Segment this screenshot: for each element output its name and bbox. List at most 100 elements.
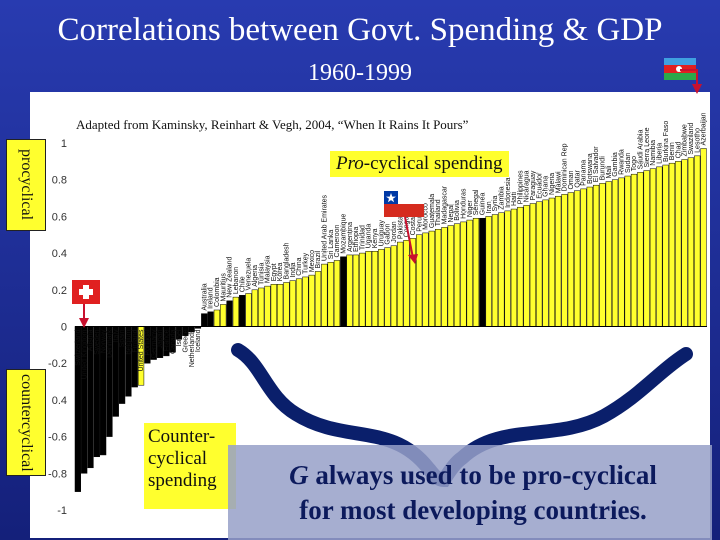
bar-label: Senegal (473, 189, 480, 215)
bar-label: Norway (100, 329, 107, 353)
azerbaijan-arrow-head (692, 84, 702, 94)
switzerland-arrow-head (79, 318, 89, 328)
slide-subtitle: 1960-1999 (308, 60, 412, 86)
bar-label: Pakistan (397, 212, 404, 239)
bar-label: Morocco (423, 203, 430, 230)
bar-label: New Zealand (227, 256, 234, 297)
bar-label: Sudan (625, 153, 632, 173)
bar-label: Mexico (309, 250, 316, 272)
bar-label: Paraguay (530, 170, 537, 200)
bar-label: Canada (170, 329, 177, 354)
bar-label: Sweden (94, 329, 101, 354)
bar-label: Panama (581, 160, 588, 186)
bar-label: Bangladesh (284, 242, 291, 279)
bar-label: Denmark (107, 329, 114, 358)
bar-label: France (163, 329, 170, 351)
y-tick-label: -1 (57, 505, 67, 517)
bar-label: Trinidad (359, 225, 366, 250)
bar-label: Jordan (391, 221, 398, 243)
bar-label: Thailand (435, 199, 442, 226)
countercyclical-text: countercyclical (18, 373, 35, 472)
counter-line-3: spending (148, 470, 217, 491)
conclusion-g: G (289, 460, 309, 490)
bar-label: Nepal (448, 204, 455, 223)
bar-label: Togo (631, 156, 638, 171)
bar-label: Zimbabwe (682, 124, 689, 156)
bar-label: Ecuador (536, 172, 543, 199)
bar-label: Uruguay (378, 219, 385, 246)
bar-label: Madagascar (442, 185, 449, 224)
bar-label: Italy (113, 329, 120, 342)
bar-label: Uganda (366, 224, 373, 249)
pro-rest: -cyclical spending (363, 153, 503, 174)
bar-label: Guatemala (429, 194, 436, 228)
y-tick-label: 0 (61, 322, 67, 334)
bar-label: Belgium (126, 329, 133, 354)
bar-label: Finland (132, 329, 139, 352)
bar-label: Korea (277, 263, 284, 282)
bar-label: Spain (119, 329, 126, 347)
bar-label: Haiti (511, 192, 518, 206)
bar-label: Namibia (650, 140, 657, 166)
bar-label: Sri Lanka (328, 230, 335, 260)
bar-label: Swaziland (688, 123, 695, 155)
bar-label: Argentina (347, 222, 354, 252)
azerbaijan-arrow (680, 69, 698, 88)
chile-arrow (404, 216, 414, 259)
bar-label: Nicaragua (524, 170, 531, 202)
bar-label: Peru (416, 217, 423, 232)
bar-label: Gambia (612, 152, 619, 177)
bar-label: Egypt (271, 263, 278, 281)
source-citation: Adapted from Kaminsky, Reinhart & Vegh, … (76, 117, 469, 132)
bar-label: Dominican Rep (562, 143, 569, 191)
y-tick-label: -0.8 (48, 468, 67, 480)
bar-label: Cameroon (334, 225, 341, 258)
bar-label: Tunisia (258, 263, 265, 285)
bar-label: Indonesia (505, 177, 512, 207)
bar-label: Syria (492, 196, 499, 212)
bar-label: Japan (157, 329, 164, 348)
y-tick-label: 1 (61, 138, 67, 150)
bar-label: Chad (675, 142, 682, 159)
bar-label: Brazil (315, 251, 322, 269)
y-tick-label: 0.2 (52, 285, 67, 297)
bar-label: Honduras (461, 188, 468, 219)
bar-label: Kenya (372, 228, 379, 248)
bar-label: Philippines (517, 170, 524, 204)
bar-label: Zambia (498, 186, 505, 209)
bar-label: Germany (151, 329, 158, 358)
counter-cyclical-callout: Counter- cyclical spending (144, 423, 236, 509)
conclusion-line-1: G always used to be pro-cyclical (228, 458, 718, 493)
bar-label: Iran (486, 201, 493, 213)
y-tick-label: 0.4 (52, 248, 67, 260)
bar-label: Chile (239, 276, 246, 292)
bar-label: El Salvador (593, 146, 600, 182)
bar-label: United Arab Emirates (321, 194, 328, 261)
y-tick-label: -0.2 (48, 358, 67, 370)
slide-title: Correlations between Govt. Spending & GD… (57, 12, 663, 48)
bar-label: Colombia (214, 277, 221, 307)
bar-label: Israel (176, 329, 183, 347)
procyclical-text: procyclical (18, 149, 35, 221)
bar-label: Malaysia (265, 255, 272, 283)
counter-line-1: Counter- (148, 426, 216, 447)
pro-cyclical-callout: Pro-cyclical spending (330, 151, 509, 177)
bar-label: Niger (467, 200, 474, 217)
bar-label: Turkey (303, 252, 310, 274)
bar-label: Nigeria (549, 173, 556, 195)
bar-label: Azerbaijan (701, 112, 708, 145)
bar-label: Malawi (555, 171, 562, 193)
bar-label: Rwanda (619, 149, 626, 175)
bar-label: China (296, 257, 303, 275)
bar-label: Netherlands (189, 329, 196, 367)
bar-label: Lesotho (694, 128, 701, 153)
counter-line-2: cyclical (148, 448, 208, 469)
bar-label: Oman (568, 170, 575, 189)
bar-label: Greece (182, 329, 189, 352)
pro-prefix: Pro (336, 153, 364, 174)
bar-label: Mozambique (340, 214, 347, 254)
procyclical-label: procyclical (6, 139, 46, 231)
conclusion-rest: always used to be pro-cyclical (308, 460, 657, 490)
conclusion-box (228, 445, 712, 540)
